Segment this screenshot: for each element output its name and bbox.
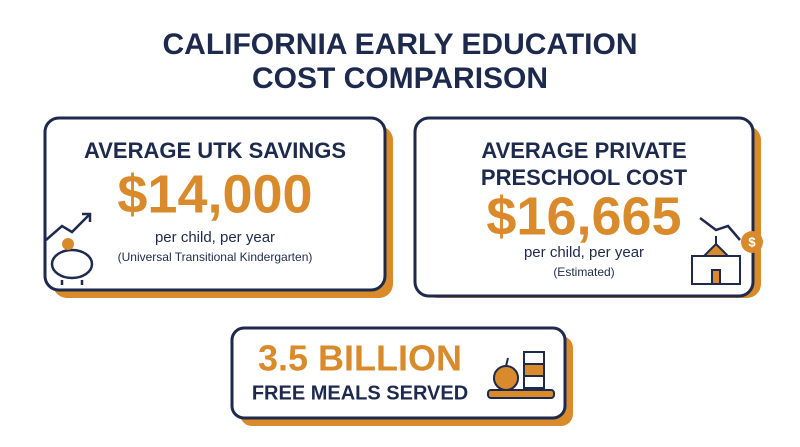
- card-subnote: (Universal Transitional Kindergarten): [118, 250, 313, 264]
- card-heading: AVERAGE UTK SAVINGS: [84, 138, 346, 163]
- cost-card: AVERAGE PRIVATE PRESCHOOL COST $16,665 p…: [413, 116, 763, 298]
- school-icon: $: [691, 217, 763, 285]
- card-amount: $14,000: [117, 164, 312, 224]
- card-note: per child, per year: [155, 229, 275, 246]
- savings-card: AVERAGE UTK SAVINGS $14,000 per child, p…: [43, 116, 393, 298]
- meals-amount: 3.5 BILLION: [258, 338, 462, 379]
- card-box: [413, 116, 755, 298]
- card-note: per child, per year: [524, 244, 644, 261]
- svg-text:$: $: [748, 234, 756, 249]
- card-box: [230, 326, 567, 420]
- title-line: CALIFORNIA EARLY EDUCATION: [162, 28, 637, 61]
- card-heading: PRESCHOOL COST: [481, 165, 688, 190]
- title-line: COST COMPARISON: [252, 62, 548, 95]
- card-amount: $16,665: [486, 186, 681, 246]
- piggy-bank-icon: [45, 212, 94, 285]
- meals-card: 3.5 BILLION FREE MEALS SERVED: [230, 326, 573, 426]
- meal-icon: [487, 351, 555, 399]
- card-heading: AVERAGE PRIVATE: [481, 138, 686, 163]
- meals-label: FREE MEALS SERVED: [252, 382, 468, 404]
- card-box: [43, 116, 387, 292]
- card-subnote: (Estimated): [553, 265, 614, 279]
